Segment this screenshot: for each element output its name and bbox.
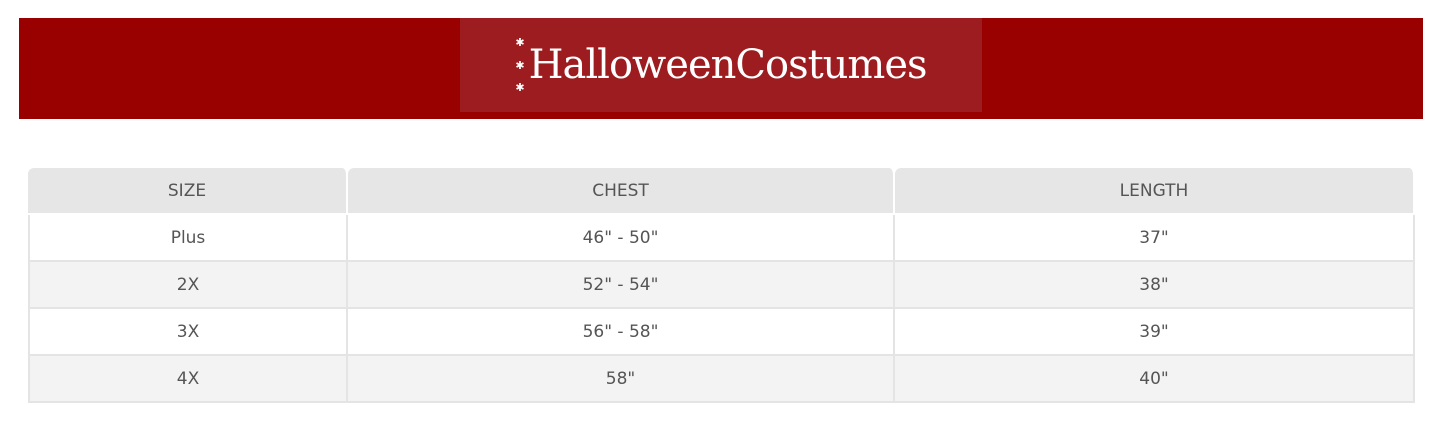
size-cell: 3X: [28, 309, 348, 356]
column-header-size: SIZE: [28, 168, 348, 215]
chest-cell: 58": [348, 356, 895, 403]
size-chart-table: SIZE CHEST LENGTH Plus 46" - 50" 37" 2X …: [28, 168, 1415, 403]
stars-decoration: ✱ ✱ ✱: [515, 37, 524, 93]
table-row: 4X 58" 40": [28, 356, 1415, 403]
length-cell: 40": [895, 356, 1415, 403]
chest-cell: 46" - 50": [348, 215, 895, 262]
header-banner: ✱ ✱ ✱ HalloweenCostumes: [19, 18, 1423, 119]
table-row: 3X 56" - 58" 39": [28, 309, 1415, 356]
star-icon: ✱: [515, 81, 525, 94]
column-header-length: LENGTH: [895, 168, 1415, 215]
logo[interactable]: ✱ ✱ ✱ HalloweenCostumes: [460, 18, 982, 112]
size-cell: Plus: [28, 215, 348, 262]
size-cell: 2X: [28, 262, 348, 309]
length-cell: 39": [895, 309, 1415, 356]
chest-cell: 52" - 54": [348, 262, 895, 309]
logo-text: HalloweenCostumes: [528, 42, 928, 88]
size-cell: 4X: [28, 356, 348, 403]
table-row: 2X 52" - 54" 38": [28, 262, 1415, 309]
length-cell: 37": [895, 215, 1415, 262]
length-cell: 38": [895, 262, 1415, 309]
star-icon: ✱: [515, 36, 525, 49]
chest-cell: 56" - 58": [348, 309, 895, 356]
star-icon: ✱: [515, 58, 525, 72]
column-header-chest: CHEST: [348, 168, 895, 215]
table-row: Plus 46" - 50" 37": [28, 215, 1415, 262]
table-header-row: SIZE CHEST LENGTH: [28, 168, 1415, 215]
